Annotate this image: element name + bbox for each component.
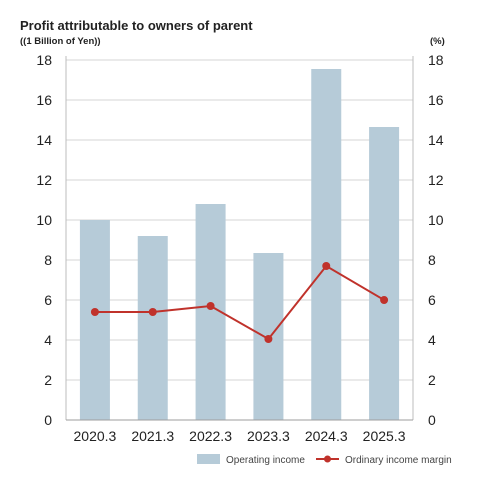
legend-label-bar: Operating income bbox=[226, 455, 305, 466]
y-tick-label: 18 bbox=[36, 52, 52, 68]
right-axis-unit: (%) bbox=[430, 36, 445, 47]
y2-tick-label: 2 bbox=[428, 372, 436, 388]
chart-title: Profit attributable to owners of parent bbox=[20, 18, 253, 33]
legend-swatch-bar bbox=[197, 454, 220, 464]
x-tick-label: 2022.3 bbox=[189, 428, 232, 444]
y-tick-label: 0 bbox=[44, 412, 52, 428]
margin-line bbox=[94, 264, 385, 341]
bar bbox=[311, 69, 342, 420]
y-tick-label: 8 bbox=[44, 252, 52, 268]
y-tick-label: 4 bbox=[44, 332, 52, 348]
x-tick-label: 2025.3 bbox=[363, 428, 406, 444]
legend-label-line: Ordinary income margin bbox=[345, 455, 452, 466]
gridlines bbox=[66, 59, 413, 381]
bar bbox=[79, 220, 110, 420]
y-tick-label: 14 bbox=[36, 132, 52, 148]
line-point bbox=[264, 335, 273, 343]
line-point bbox=[322, 262, 331, 270]
y2-tick-label: 8 bbox=[428, 252, 436, 268]
bar bbox=[137, 236, 168, 420]
y2-tick-label: 10 bbox=[428, 212, 444, 228]
legend-swatch-marker bbox=[324, 455, 331, 463]
right-y-ticks: 0 2 4 6 8 10 12 14 16 18 bbox=[428, 52, 444, 428]
line-point bbox=[90, 308, 99, 316]
left-y-ticks: 0 2 4 6 8 10 12 14 16 18 bbox=[36, 52, 52, 428]
y2-tick-label: 16 bbox=[428, 92, 444, 108]
y-tick-label: 6 bbox=[44, 292, 52, 308]
left-axis-unit: ((1 Billion of Yen)) bbox=[20, 36, 101, 47]
y-tick-label: 16 bbox=[36, 92, 52, 108]
x-tick-label: 2023.3 bbox=[247, 428, 290, 444]
y2-tick-label: 14 bbox=[428, 132, 444, 148]
x-tick-label: 2021.3 bbox=[131, 428, 174, 444]
y2-tick-label: 0 bbox=[428, 412, 436, 428]
x-tick-label: 2020.3 bbox=[74, 428, 117, 444]
x-tick-label: 2024.3 bbox=[305, 428, 348, 444]
bar bbox=[369, 127, 400, 420]
y2-tick-label: 12 bbox=[428, 172, 444, 188]
legend: Operating income Ordinary income margin bbox=[197, 454, 452, 466]
y-tick-label: 2 bbox=[44, 372, 52, 388]
axes bbox=[65, 56, 414, 421]
line-point bbox=[148, 308, 157, 316]
y2-tick-label: 6 bbox=[428, 292, 436, 308]
x-ticks: 2020.3 2021.3 2022.3 2023.3 2024.3 2025.3 bbox=[74, 428, 406, 444]
line-point bbox=[206, 302, 215, 310]
y-tick-label: 12 bbox=[36, 172, 52, 188]
line-point bbox=[380, 296, 389, 304]
line-series bbox=[90, 262, 389, 343]
y2-tick-label: 4 bbox=[428, 332, 436, 348]
y2-tick-label: 18 bbox=[428, 52, 444, 68]
y-tick-label: 10 bbox=[36, 212, 52, 228]
bar-series bbox=[79, 69, 400, 420]
